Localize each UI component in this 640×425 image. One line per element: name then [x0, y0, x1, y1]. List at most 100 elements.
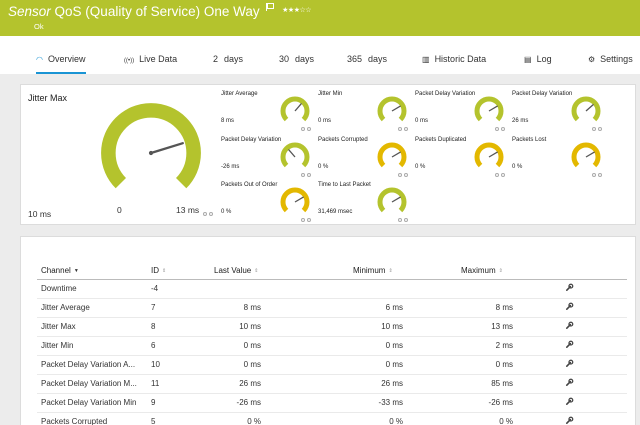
mini-gauge[interactable]: Packets Duplicated 0 %: [415, 137, 510, 182]
table-row[interactable]: Packet Delay Variation M... 11 26 ms 26 ms 8…: [37, 375, 627, 394]
col-header-id[interactable]: ID ⇕: [151, 266, 166, 275]
tab-historic-data[interactable]: ▥ Historic Data: [422, 54, 486, 64]
gauge-options[interactable]: [299, 173, 311, 177]
table-row[interactable]: Packets Corrupted 5 0 % 0 % 0 %: [37, 413, 627, 425]
mini-gauge[interactable]: Packets Lost 0 %: [512, 137, 607, 182]
cell-id: 11: [151, 379, 160, 388]
gauge-arc: [474, 96, 504, 122]
gauge-options[interactable]: [590, 127, 602, 131]
wrench-icon[interactable]: [565, 302, 574, 311]
cell-channel: Downtime: [41, 284, 77, 293]
wrench-icon[interactable]: [565, 359, 574, 368]
ring-icon: [398, 127, 402, 131]
ring-icon: [501, 173, 505, 177]
tab-live-data[interactable]: ((•)) Live Data: [124, 54, 177, 64]
gauge-arc: [280, 187, 310, 213]
table-row[interactable]: Downtime -4: [37, 280, 627, 299]
tab-overview[interactable]: ◠ Overview: [36, 54, 86, 74]
table-row[interactable]: Jitter Max 8 10 ms 10 ms 13 ms: [37, 318, 627, 337]
mini-gauge[interactable]: Packet Delay Variation -26 ms: [221, 137, 316, 182]
mini-gauge[interactable]: Jitter Min 0 ms: [318, 91, 413, 136]
wrench-icon[interactable]: [565, 340, 574, 349]
mini-gauge[interactable]: Packet Delay Variation 0 ms: [415, 91, 510, 136]
mini-gauge-label: Jitter Min: [318, 91, 343, 97]
mini-gauge[interactable]: Time to Last Packet 31,469 msec: [318, 182, 413, 227]
mini-gauge[interactable]: Packet Delay Variation 26 ms: [512, 91, 607, 136]
col-header-maximum[interactable]: Maximum ⇕: [461, 266, 503, 275]
mini-gauge-value: 0 ms: [415, 118, 429, 124]
sort-icon: ⇕: [162, 268, 167, 274]
mini-gauge-value: -26 ms: [221, 164, 240, 170]
gear-icon: ⚙: [588, 55, 596, 64]
cell-maximum: 0 %: [499, 417, 513, 425]
wrench-icon[interactable]: [565, 321, 574, 330]
cell-id: 7: [151, 303, 156, 312]
ring-icon: [501, 127, 505, 131]
gauge-options[interactable]: [396, 173, 408, 177]
gauge-options[interactable]: [493, 127, 505, 131]
mini-gauge-dial: [377, 187, 407, 213]
cell-maximum: 13 ms: [491, 322, 513, 331]
gauge-options[interactable]: [590, 173, 602, 177]
gauge-options[interactable]: [493, 173, 505, 177]
ring-icon: [404, 173, 408, 177]
cell-maximum: -26 ms: [488, 398, 513, 407]
wrench-icon[interactable]: [565, 283, 574, 292]
gauge-options[interactable]: [299, 218, 311, 222]
page-title: Sensor QoS (Quality of Service) One Way …: [6, 3, 312, 19]
mini-gauge[interactable]: Packets Out of Order 0 %: [221, 182, 316, 227]
gauge-options[interactable]: [396, 127, 408, 131]
sort-icon: ⇕: [498, 268, 503, 274]
tab-log[interactable]: ▤ Log: [524, 54, 552, 64]
mini-gauge-value: 31,469 msec: [318, 209, 353, 215]
cell-id: 8: [151, 322, 156, 331]
priority-stars[interactable]: ★★★☆☆: [282, 7, 312, 14]
ring-icon: [301, 218, 305, 222]
tab-365-days[interactable]: 365 days: [347, 54, 387, 64]
channels-table: Channel ▼ ID ⇕ Last Value ⇕ Minimum ⇕ Maximu…: [20, 236, 636, 425]
wrench-icon[interactable]: [565, 397, 574, 406]
gauge-arc: [101, 103, 201, 189]
tab-2-days[interactable]: 2 days: [213, 54, 243, 64]
tab-label: Overview: [47, 54, 86, 64]
col-header-label: Channel: [41, 266, 71, 275]
primary-gauge[interactable]: [99, 101, 203, 205]
table-row[interactable]: Packet Delay Variation A... 10 0 ms 0 ms 0 m…: [37, 356, 627, 375]
table-row[interactable]: Jitter Min 6 0 ms 0 ms 2 ms: [37, 337, 627, 356]
mini-gauge-label: Packet Delay Variation: [512, 91, 573, 97]
tab-settings[interactable]: ⚙ Settings: [588, 54, 633, 64]
gauge-options[interactable]: [299, 127, 311, 131]
wrench-icon[interactable]: [565, 378, 574, 387]
tab-label: days: [295, 54, 315, 64]
gauge-options[interactable]: [201, 212, 213, 216]
col-header-label: Last Value: [214, 266, 252, 275]
gauge-options[interactable]: [396, 218, 408, 222]
cell-id: 5: [151, 417, 156, 425]
col-header-minimum[interactable]: Minimum ⇕: [353, 266, 393, 275]
mini-gauge-value: 0 %: [318, 164, 329, 170]
col-header-channel[interactable]: Channel ▼: [41, 266, 79, 275]
gauge-scale-min: 0: [117, 205, 122, 215]
tab-30-days[interactable]: 30 days: [279, 54, 314, 64]
cell-minimum: 26 ms: [381, 379, 403, 388]
gauge-needle: [391, 196, 401, 203]
mini-gauge[interactable]: Packets Corrupted 0 %: [318, 137, 413, 182]
cell-last-value: -26 ms: [236, 398, 261, 407]
ring-icon: [598, 127, 602, 131]
col-header-last-value[interactable]: Last Value ⇕: [214, 266, 258, 275]
gauge-needle: [488, 105, 498, 112]
gauge-arc: [571, 96, 601, 122]
mini-gauge-value: 0 %: [415, 164, 426, 170]
primary-channel-title: Jitter Max: [28, 93, 68, 103]
table-row[interactable]: Packet Delay Variation Min 9 -26 ms -33 ms -…: [37, 394, 627, 413]
mini-gauge[interactable]: Jitter Average 8 ms: [221, 91, 316, 136]
flag-icon[interactable]: [266, 3, 275, 11]
mini-gauge-value: 0 ms: [318, 118, 332, 124]
mini-gauge-label: Packets Corrupted: [318, 137, 368, 143]
ring-icon: [398, 218, 402, 222]
mini-gauge-dial: [474, 142, 504, 168]
table-row[interactable]: Jitter Average 7 8 ms 6 ms 8 ms: [37, 299, 627, 318]
wrench-icon[interactable]: [565, 416, 574, 425]
gauge-icon: ◠: [36, 55, 43, 64]
sensor-title: QoS (Quality of Service) One Way: [54, 4, 260, 19]
